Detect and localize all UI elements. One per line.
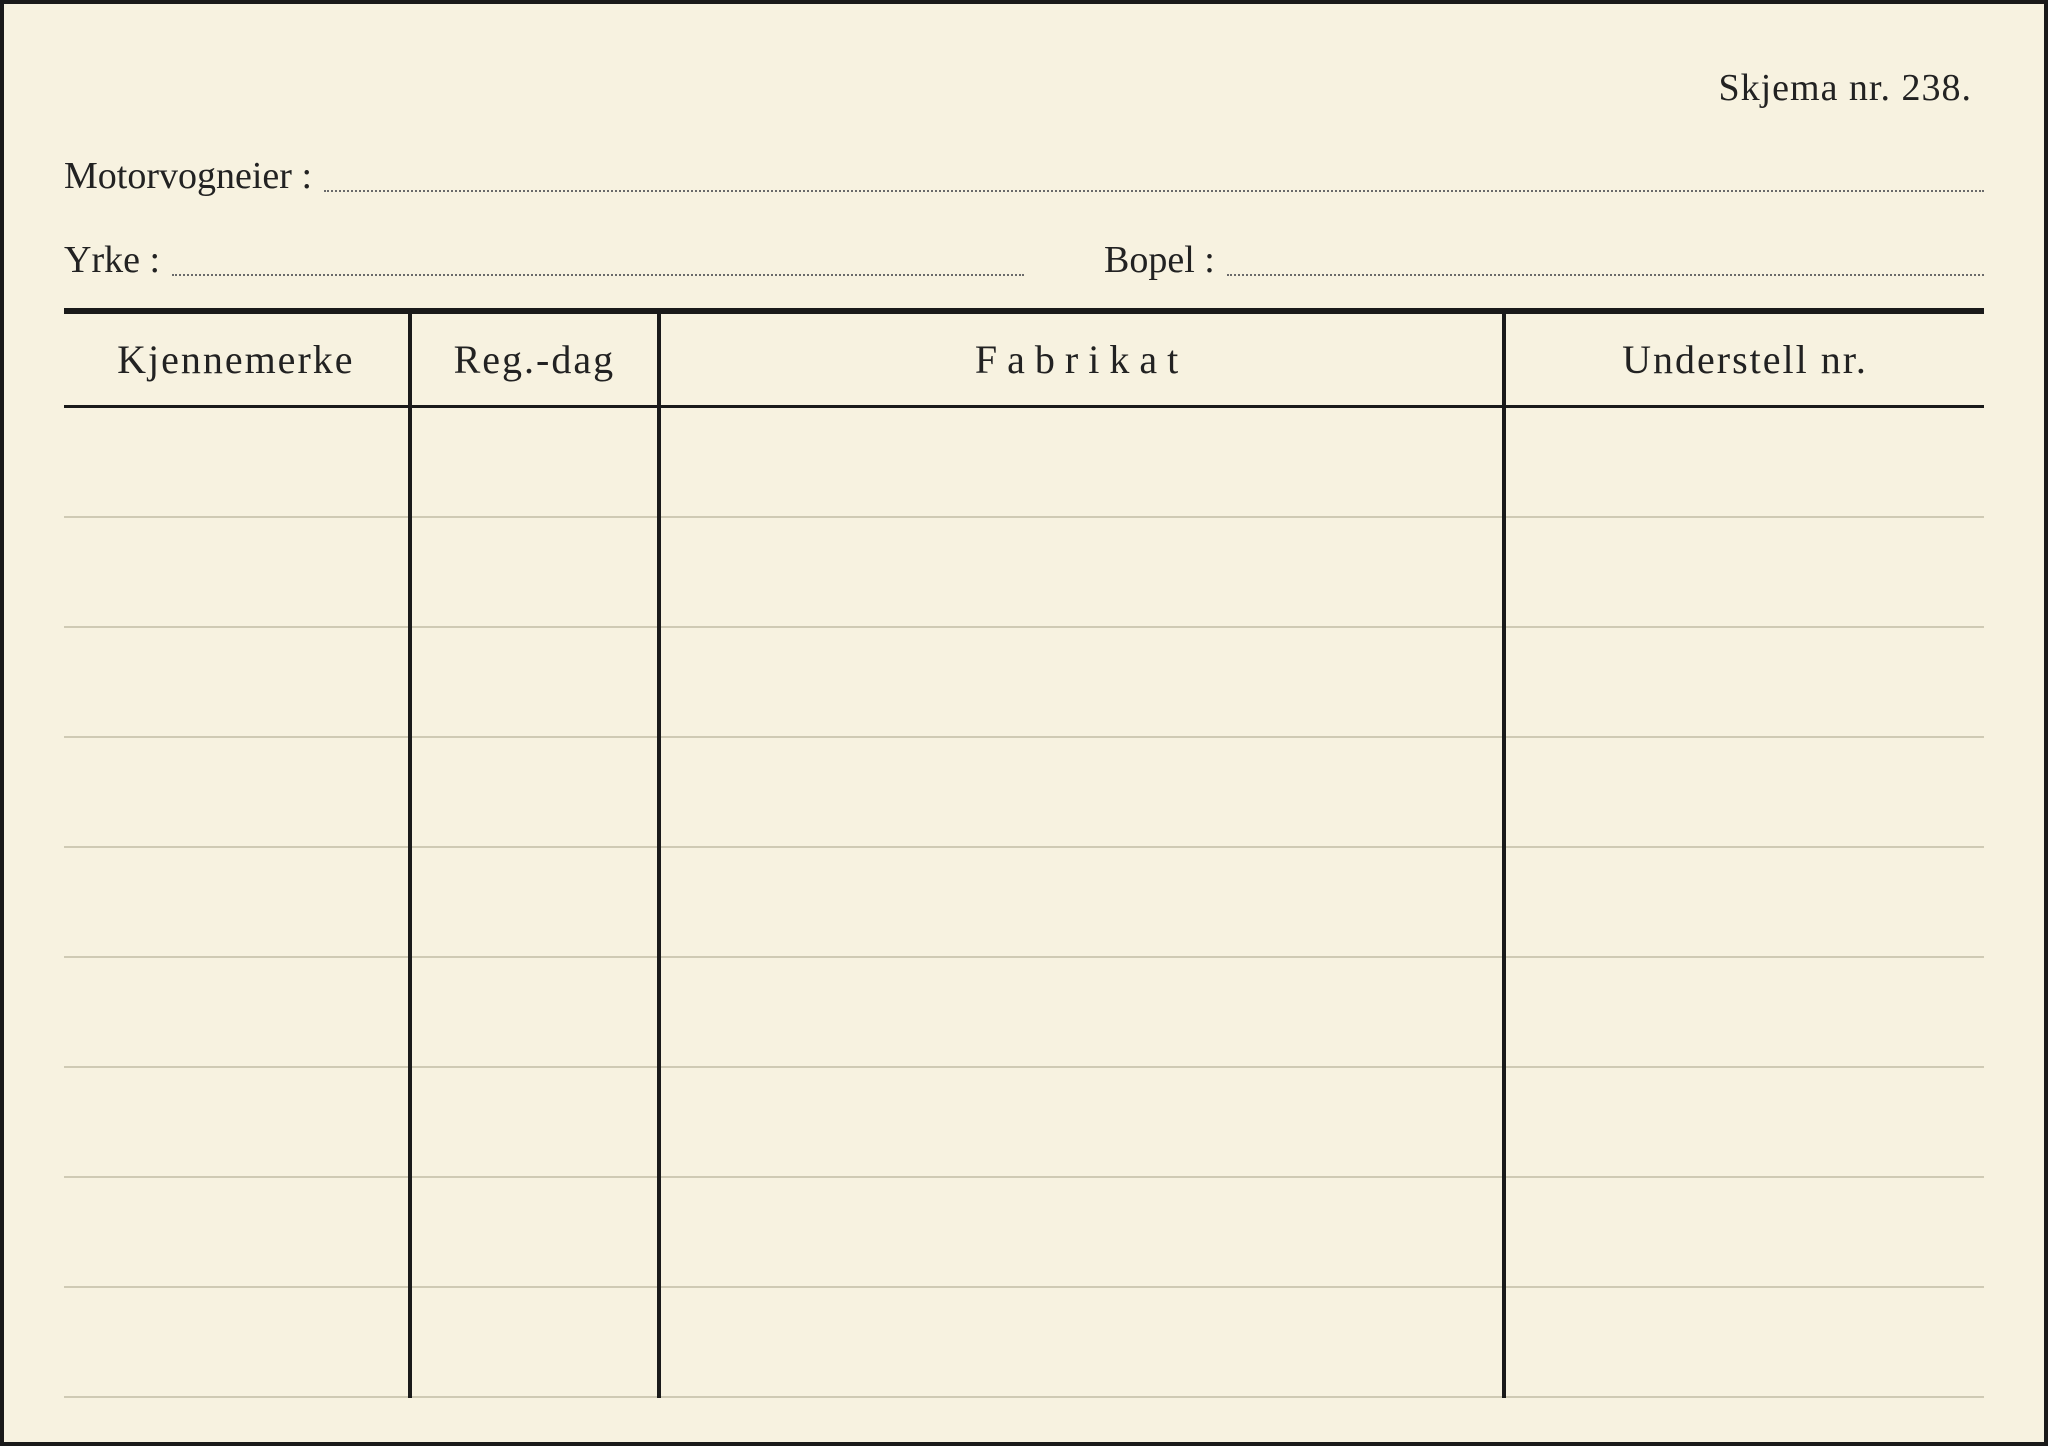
cell-fabrikat[interactable] — [659, 1067, 1504, 1177]
cell-kjennemerke[interactable] — [64, 737, 410, 847]
cell-reg-dag[interactable] — [410, 737, 660, 847]
cell-understell[interactable] — [1504, 737, 1984, 847]
owner-label: Motorvogneier : — [64, 154, 312, 198]
table-row — [64, 1067, 1984, 1177]
cell-reg-dag[interactable] — [410, 407, 660, 518]
cell-reg-dag[interactable] — [410, 957, 660, 1067]
form-number: Skjema nr. 238. — [1718, 66, 1972, 110]
cell-fabrikat[interactable] — [659, 737, 1504, 847]
cell-kjennemerke[interactable] — [64, 627, 410, 737]
registry-table: Kjennemerke Reg.-dag Fabrikat Understell… — [64, 314, 1984, 1398]
col-header-reg-dag: Reg.-dag — [410, 314, 660, 407]
table-row — [64, 1287, 1984, 1397]
cell-kjennemerke[interactable] — [64, 1177, 410, 1287]
cell-reg-dag[interactable] — [410, 627, 660, 737]
table-row — [64, 737, 1984, 847]
cell-kjennemerke[interactable] — [64, 517, 410, 627]
cell-understell[interactable] — [1504, 847, 1984, 957]
cell-fabrikat[interactable] — [659, 517, 1504, 627]
cell-understell[interactable] — [1504, 627, 1984, 737]
cell-reg-dag[interactable] — [410, 1067, 660, 1177]
cell-fabrikat[interactable] — [659, 1287, 1504, 1397]
table-row — [64, 517, 1984, 627]
residence-value-line[interactable] — [1227, 274, 1984, 276]
cell-reg-dag[interactable] — [410, 517, 660, 627]
cell-understell[interactable] — [1504, 1177, 1984, 1287]
table-row — [64, 957, 1984, 1067]
cell-fabrikat[interactable] — [659, 847, 1504, 957]
owner-value-line[interactable] — [324, 190, 1984, 192]
table-row — [64, 627, 1984, 737]
cell-understell[interactable] — [1504, 407, 1984, 518]
cell-kjennemerke[interactable] — [64, 847, 410, 957]
cell-reg-dag[interactable] — [410, 1177, 660, 1287]
owner-row: Motorvogneier : — [64, 154, 1984, 198]
cell-fabrikat[interactable] — [659, 627, 1504, 737]
cell-kjennemerke[interactable] — [64, 957, 410, 1067]
cell-reg-dag[interactable] — [410, 847, 660, 957]
table-row — [64, 847, 1984, 957]
cell-fabrikat[interactable] — [659, 1177, 1504, 1287]
occupation-residence-row: Yrke : Bopel : — [64, 238, 1984, 282]
table-header-row: Kjennemerke Reg.-dag Fabrikat Understell… — [64, 314, 1984, 407]
col-header-understell-nr: Understell nr. — [1504, 314, 1984, 407]
cell-understell[interactable] — [1504, 1067, 1984, 1177]
cell-fabrikat[interactable] — [659, 407, 1504, 518]
cell-reg-dag[interactable] — [410, 1287, 660, 1397]
col-header-kjennemerke: Kjennemerke — [64, 314, 410, 407]
cell-understell[interactable] — [1504, 517, 1984, 627]
occupation-value-line[interactable] — [172, 274, 1024, 276]
registry-table-wrap: Kjennemerke Reg.-dag Fabrikat Understell… — [64, 308, 1984, 1398]
table-row — [64, 407, 1984, 518]
cell-kjennemerke[interactable] — [64, 1287, 410, 1397]
residence-label: Bopel : — [1104, 238, 1215, 282]
cell-kjennemerke[interactable] — [64, 407, 410, 518]
cell-kjennemerke[interactable] — [64, 1067, 410, 1177]
residence-field: Bopel : — [1024, 238, 1984, 282]
occupation-field: Yrke : — [64, 238, 1024, 282]
table-row — [64, 1177, 1984, 1287]
occupation-label: Yrke : — [64, 238, 160, 282]
cell-understell[interactable] — [1504, 1287, 1984, 1397]
form-card: Skjema nr. 238. Motorvogneier : Yrke : B… — [0, 0, 2048, 1446]
col-header-fabrikat: Fabrikat — [659, 314, 1504, 407]
cell-understell[interactable] — [1504, 957, 1984, 1067]
cell-fabrikat[interactable] — [659, 957, 1504, 1067]
